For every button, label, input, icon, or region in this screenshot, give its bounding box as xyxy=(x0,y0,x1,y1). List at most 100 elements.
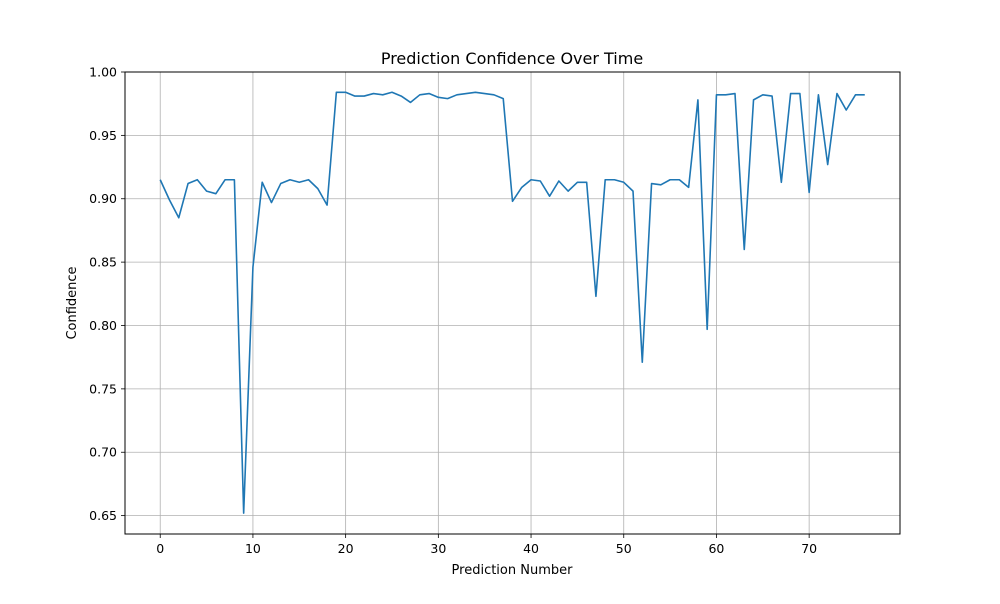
data-point xyxy=(659,183,663,187)
data-point xyxy=(334,90,338,94)
data-point xyxy=(826,163,830,167)
data-point xyxy=(770,94,774,98)
y-tick-label: 0.70 xyxy=(89,445,117,460)
data-point xyxy=(863,93,867,97)
data-point xyxy=(575,180,579,184)
data-point xyxy=(677,178,681,182)
data-point xyxy=(399,94,403,98)
data-point xyxy=(242,511,246,515)
data-point xyxy=(260,180,264,184)
data-point xyxy=(594,294,598,298)
data-point xyxy=(418,93,422,97)
x-tick-label: 0 xyxy=(156,541,164,556)
data-point xyxy=(186,182,190,186)
data-point xyxy=(566,189,570,193)
y-tick-label: 0.90 xyxy=(89,191,117,206)
data-point xyxy=(733,92,737,96)
data-point xyxy=(325,203,329,207)
data-point xyxy=(844,108,848,112)
data-point xyxy=(483,92,487,96)
data-point xyxy=(789,92,793,96)
data-point xyxy=(538,179,542,183)
data-point xyxy=(742,247,746,251)
y-tick-label: 0.95 xyxy=(89,128,117,143)
x-tick-label: 70 xyxy=(801,541,817,556)
data-point xyxy=(687,185,691,189)
data-point xyxy=(779,180,783,184)
data-point xyxy=(177,216,181,220)
data-point xyxy=(344,90,348,94)
data-point xyxy=(214,192,218,196)
y-tick-label: 0.65 xyxy=(89,508,117,523)
data-point xyxy=(622,180,626,184)
data-point xyxy=(668,178,672,182)
data-point xyxy=(381,93,385,97)
series-layer xyxy=(158,90,867,515)
data-point xyxy=(807,190,811,194)
data-point xyxy=(251,265,255,269)
data-point xyxy=(195,178,199,182)
data-point xyxy=(501,97,505,101)
data-point xyxy=(529,178,533,182)
data-point xyxy=(650,182,654,186)
data-point xyxy=(705,327,709,331)
confidence-series-line xyxy=(159,91,865,514)
data-point xyxy=(714,93,718,97)
data-point xyxy=(798,92,802,96)
y-tick-label: 0.85 xyxy=(89,255,117,270)
x-axis-ticks: 0 10 20 30 40 50 60 70 xyxy=(156,534,817,556)
data-point xyxy=(362,94,366,98)
data-point xyxy=(696,98,700,102)
data-point xyxy=(816,93,820,97)
data-point xyxy=(158,178,162,182)
data-point xyxy=(511,199,515,203)
data-point xyxy=(520,185,524,189)
data-point xyxy=(612,178,616,182)
data-point xyxy=(761,93,765,97)
data-point xyxy=(557,179,561,183)
x-tick-label: 20 xyxy=(338,541,354,556)
y-axis-label: Confidence xyxy=(65,266,80,339)
x-tick-label: 60 xyxy=(708,541,724,556)
data-point xyxy=(390,90,394,94)
data-point xyxy=(297,180,301,184)
data-point xyxy=(167,198,171,202)
data-point xyxy=(640,360,644,364)
data-point xyxy=(724,93,728,97)
data-point xyxy=(492,93,496,97)
plot-area xyxy=(125,72,900,534)
data-point xyxy=(427,92,431,96)
data-point xyxy=(473,90,477,94)
y-axis-ticks: 0.65 0.70 0.75 0.80 0.85 0.90 0.95 1.00 xyxy=(89,65,125,523)
x-tick-label: 40 xyxy=(523,541,539,556)
data-point xyxy=(631,189,635,193)
data-point xyxy=(371,92,375,96)
data-point xyxy=(307,178,311,182)
x-axis-label: Prediction Number xyxy=(452,563,574,578)
data-point xyxy=(752,98,756,102)
data-point xyxy=(436,95,440,99)
data-point xyxy=(353,94,357,98)
x-tick-label: 30 xyxy=(430,541,446,556)
y-tick-label: 0.75 xyxy=(89,381,117,396)
data-point xyxy=(205,189,209,193)
plot-frame xyxy=(124,71,901,535)
data-point xyxy=(316,187,320,191)
y-tick-label: 1.00 xyxy=(89,65,117,80)
data-point xyxy=(269,201,273,205)
data-point xyxy=(603,178,607,182)
x-tick-label: 10 xyxy=(245,541,261,556)
data-point xyxy=(223,178,227,182)
data-point xyxy=(288,178,292,182)
data-point xyxy=(232,178,236,182)
data-point xyxy=(854,93,858,97)
y-tick-label: 0.80 xyxy=(89,318,117,333)
x-tick-label: 50 xyxy=(616,541,632,556)
data-point xyxy=(585,180,589,184)
data-point xyxy=(464,92,468,96)
data-point xyxy=(835,92,839,96)
data-point xyxy=(409,100,413,104)
data-point xyxy=(279,182,283,186)
